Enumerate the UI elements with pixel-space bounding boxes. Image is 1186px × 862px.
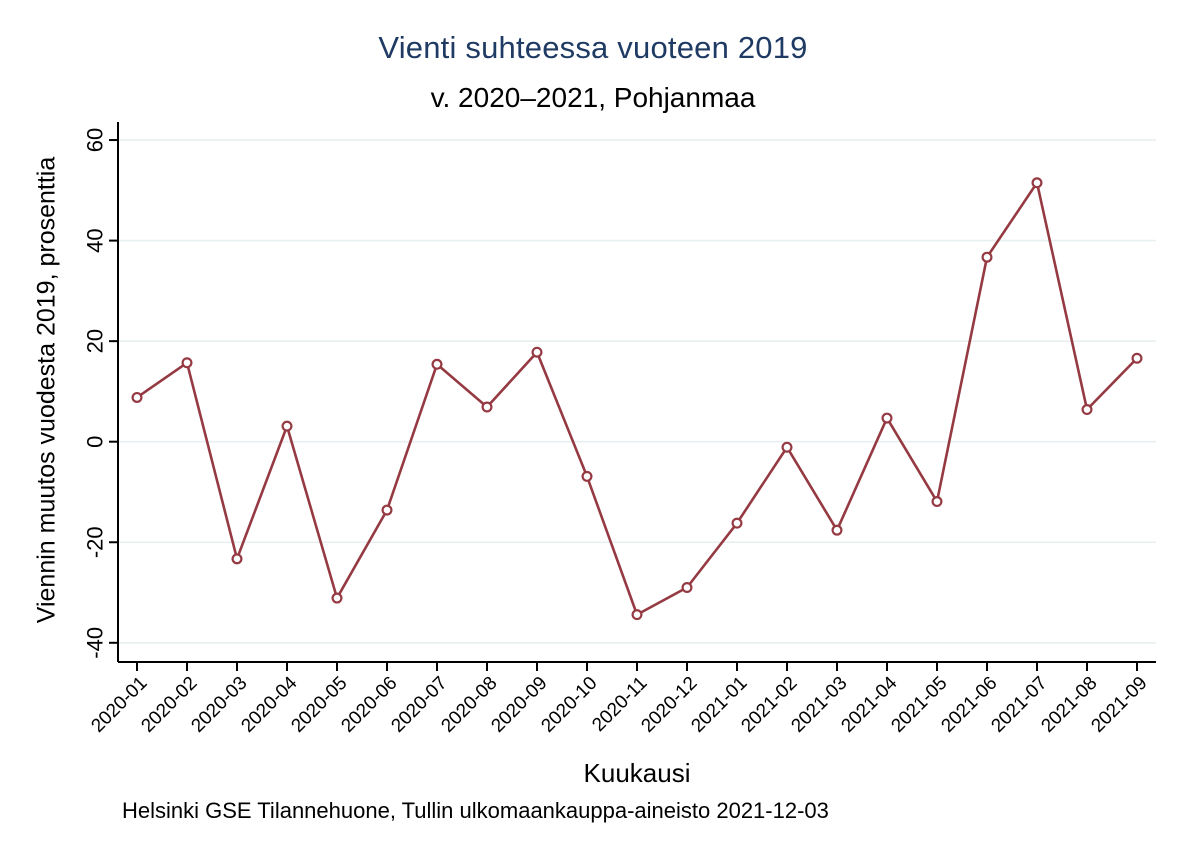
data-point <box>281 420 293 432</box>
data-point <box>231 553 243 565</box>
x-tick-labels: 2020-012020-022020-032020-042020-052020-… <box>87 662 1152 737</box>
data-point <box>431 358 443 370</box>
data-point <box>331 592 343 604</box>
data-points <box>131 177 1143 621</box>
y-tick-label: 20 <box>83 329 108 353</box>
data-point <box>931 496 943 508</box>
y-tick-label: 60 <box>83 128 108 152</box>
x-tick-label: 2021-09 <box>1087 673 1151 737</box>
gridlines <box>118 139 1156 644</box>
data-point <box>181 357 193 369</box>
data-point <box>131 391 143 403</box>
source-note: Helsinki GSE Tilannehuone, Tullin ulkoma… <box>122 798 829 823</box>
data-point <box>681 581 693 593</box>
data-point <box>481 401 493 413</box>
series-line <box>136 181 1138 616</box>
x-axis-title: Kuukausi <box>583 758 691 788</box>
data-point <box>731 517 743 529</box>
data-point <box>881 412 893 424</box>
y-tick-label: 0 <box>83 436 108 448</box>
y-tick-label: -40 <box>83 627 108 659</box>
y-tick-label: -20 <box>83 526 108 558</box>
data-point <box>531 346 543 358</box>
axes <box>117 122 1156 663</box>
data-point <box>381 504 393 516</box>
chart-subtitle: v. 2020–2021, Pohjanmaa <box>430 82 756 113</box>
data-point <box>781 441 793 453</box>
data-point <box>581 470 593 482</box>
data-point <box>1131 352 1143 364</box>
data-point <box>1081 404 1093 416</box>
y-tick-label: 40 <box>83 228 108 252</box>
chart-title: Vienti suhteessa vuoteen 2019 <box>378 30 808 65</box>
data-point <box>981 251 993 263</box>
data-point <box>631 609 643 621</box>
data-point <box>831 524 843 536</box>
x-tick-label: 2020-10 <box>537 673 601 737</box>
data-point <box>1031 177 1043 189</box>
y-tick-labels: 60 40 20 0 -20 -40 <box>83 128 118 659</box>
